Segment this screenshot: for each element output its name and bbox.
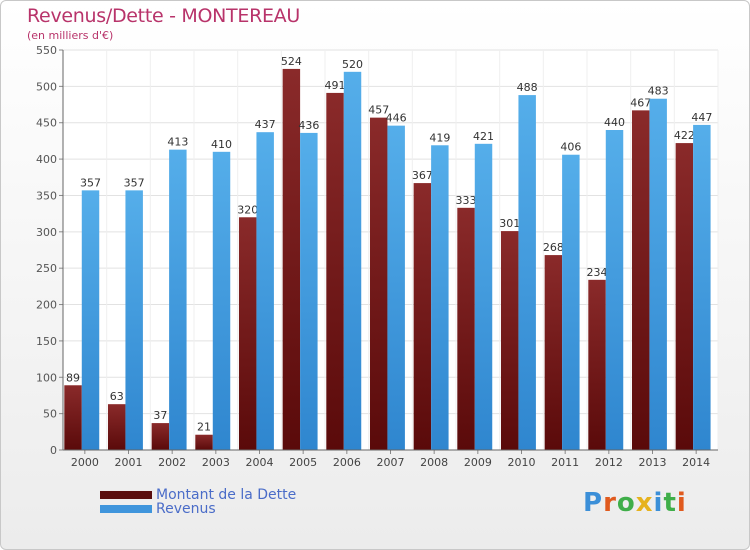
bar-revenus — [431, 145, 449, 451]
data-label-revenus: 488 — [517, 81, 538, 94]
bar-revenus — [81, 190, 100, 450]
y-tick-label: 50 — [43, 408, 57, 421]
data-label-revenus: 483 — [648, 85, 669, 98]
bar-revenus — [387, 125, 405, 451]
y-tick-label: 550 — [36, 44, 57, 57]
data-label-revenus: 520 — [342, 58, 363, 71]
bar-dette — [282, 68, 301, 450]
bar-revenus — [562, 154, 580, 450]
legend-label-dette: Montant de la Dette — [156, 487, 297, 503]
legend-item-revenus: Revenus — [100, 501, 216, 517]
data-label-dette: 320 — [237, 203, 258, 216]
bar-revenus — [300, 132, 318, 450]
data-label-dette: 301 — [499, 217, 520, 230]
bar-revenus — [212, 151, 231, 450]
legend-label-revenus: Revenus — [156, 501, 216, 517]
y-tick-label: 500 — [36, 80, 57, 93]
x-tick-label: 2001 — [115, 456, 143, 469]
legend-swatch-dette — [100, 491, 152, 499]
data-label-revenus: 437 — [255, 118, 276, 131]
data-label-revenus: 357 — [124, 176, 145, 189]
x-tick-label: 2003 — [202, 456, 230, 469]
data-label-revenus: 440 — [604, 116, 625, 129]
proxiti-logo: Proxiti — [583, 488, 687, 518]
x-tick-label: 2004 — [246, 456, 274, 469]
y-tick-label: 400 — [36, 153, 57, 166]
data-label-dette: 21 — [197, 421, 211, 434]
chart-subtitle: (en milliers d'€) — [27, 29, 114, 42]
bar-revenus — [649, 98, 667, 451]
data-label-revenus: 357 — [80, 176, 101, 189]
data-label-dette: 491 — [325, 79, 346, 92]
data-label-dette: 457 — [368, 104, 389, 117]
bar-revenus — [256, 132, 274, 450]
bar-revenus — [125, 190, 143, 450]
bar-dette — [631, 110, 650, 450]
x-tick-label: 2014 — [682, 456, 710, 469]
bar-dette — [457, 207, 475, 450]
data-label-revenus: 436 — [298, 119, 319, 132]
x-tick-label: 2007 — [377, 456, 405, 469]
x-tick-label: 2002 — [158, 456, 186, 469]
legend-item-dette: Montant de la Dette — [100, 487, 296, 503]
y-tick-label: 150 — [36, 335, 57, 348]
y-tick-label: 450 — [36, 117, 57, 130]
y-tick-label: 350 — [36, 189, 57, 202]
x-tick-label: 2008 — [420, 456, 448, 469]
data-label-revenus: 406 — [560, 141, 581, 154]
x-tick-label: 2011 — [551, 456, 579, 469]
y-tick-label: 300 — [36, 226, 57, 239]
y-tick-label: 0 — [50, 444, 57, 457]
bar-dette — [326, 92, 344, 450]
x-tick-label: 2012 — [595, 456, 623, 469]
bar-dette — [107, 404, 126, 450]
x-tick-label: 2000 — [71, 456, 99, 469]
bar-dette — [369, 117, 388, 451]
data-label-dette: 234 — [587, 266, 608, 279]
chart-title: Revenus/Dette - MONTEREAU — [27, 5, 300, 27]
x-tick-label: 2013 — [639, 456, 667, 469]
data-label-revenus: 413 — [167, 136, 188, 149]
data-label-dette: 367 — [412, 169, 433, 182]
x-tick-label: 2010 — [508, 456, 536, 469]
bar-dette — [544, 255, 563, 450]
bar-revenus — [343, 71, 362, 451]
bar-revenus — [605, 130, 624, 450]
bar-dette — [238, 217, 257, 450]
y-tick-label: 100 — [36, 371, 57, 384]
bar-dette — [64, 385, 82, 450]
x-tick-label: 2009 — [464, 456, 492, 469]
data-label-dette: 333 — [456, 194, 477, 207]
bar-dette — [500, 231, 519, 450]
x-tick-label: 2005 — [289, 456, 317, 469]
bar-dette — [413, 183, 432, 450]
bar-revenus — [474, 143, 493, 450]
bar-dette — [151, 423, 170, 450]
bar-dette — [588, 279, 606, 450]
data-label-dette: 524 — [281, 55, 302, 68]
data-label-dette: 467 — [630, 96, 651, 109]
x-tick-label: 2006 — [333, 456, 361, 469]
bar-revenus — [518, 95, 536, 450]
legend-swatch-revenus — [100, 505, 152, 513]
data-label-dette: 37 — [153, 409, 167, 422]
bar-revenus — [693, 124, 711, 450]
y-tick-label: 250 — [36, 262, 57, 275]
data-label-revenus: 447 — [691, 111, 712, 124]
data-label-revenus: 446 — [386, 112, 407, 125]
bar-dette — [675, 143, 694, 450]
y-tick-label: 200 — [36, 299, 57, 312]
data-label-revenus: 410 — [211, 138, 232, 151]
data-label-dette: 422 — [674, 129, 695, 142]
data-label-dette: 268 — [543, 241, 564, 254]
data-label-revenus: 421 — [473, 130, 494, 143]
data-label-dette: 89 — [66, 371, 80, 384]
bar-revenus — [169, 149, 187, 451]
bar-dette — [195, 434, 213, 450]
data-label-revenus: 419 — [429, 131, 450, 144]
data-label-dette: 63 — [110, 390, 124, 403]
